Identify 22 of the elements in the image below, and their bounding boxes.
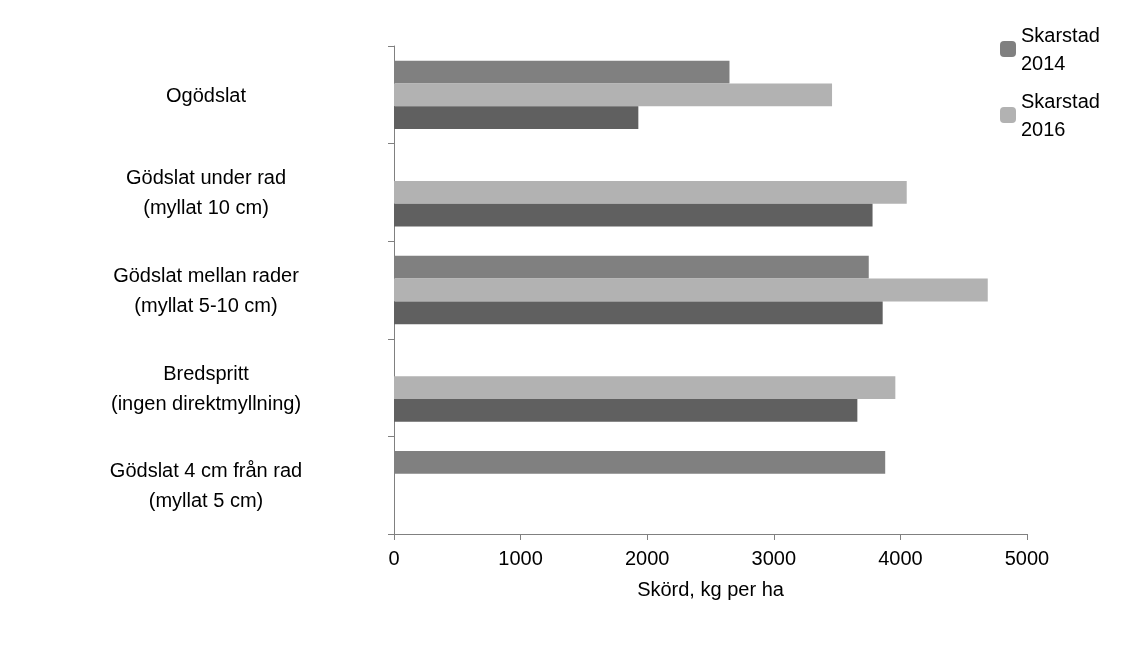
x-tick-label: 0 bbox=[388, 547, 400, 569]
bar bbox=[394, 181, 907, 204]
x-tick-label: 3000 bbox=[751, 547, 797, 569]
x-tick-label: 1000 bbox=[498, 547, 543, 569]
x-tick-label: 2000 bbox=[624, 547, 670, 569]
legend-label: Skarstad 2014 bbox=[1021, 24, 1106, 74]
bar bbox=[394, 83, 833, 107]
legend-label: Skarstad 2016 bbox=[1021, 90, 1106, 140]
y-tick-label: Gödslat 4 cm från rad (myllat 5 cm) bbox=[109, 459, 303, 512]
bar bbox=[394, 106, 639, 129]
bar bbox=[394, 376, 896, 399]
x-tick-label: 4000 bbox=[878, 547, 923, 569]
bar bbox=[394, 278, 988, 302]
bar bbox=[394, 301, 883, 325]
y-tick-label: Gödslat mellan rader (myllat 5-10 cm) bbox=[113, 264, 300, 316]
bar bbox=[394, 203, 873, 227]
bar bbox=[394, 398, 858, 422]
y-tick-label: Bredspritt (ingen direktmyllning) bbox=[110, 361, 302, 414]
x-tick-label: 5000 bbox=[1004, 547, 1050, 569]
y-tick-label: Gödslat under rad (myllat 10 cm) bbox=[125, 166, 287, 219]
y-tick-label: Ogödslat bbox=[165, 83, 247, 106]
x-axis-title: Skörd, kg per ha bbox=[637, 578, 785, 600]
